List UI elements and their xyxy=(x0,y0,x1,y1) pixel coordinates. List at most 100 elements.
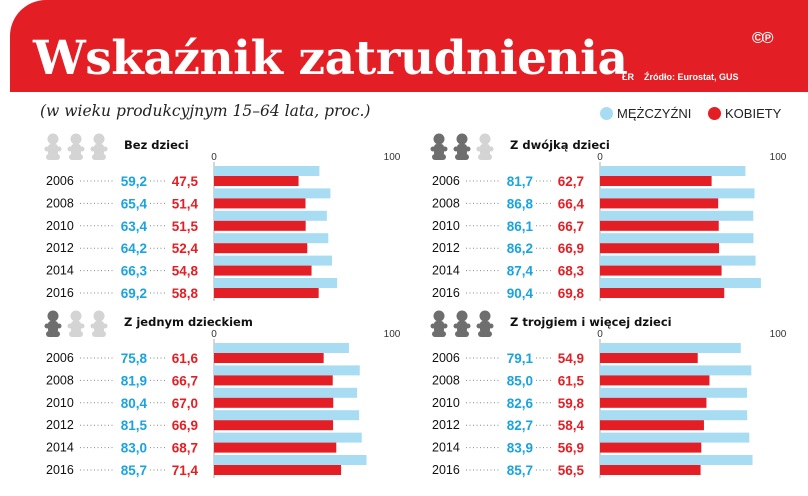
value-label-men: 86,1 xyxy=(507,219,534,234)
child-icon xyxy=(430,133,448,160)
source-line: ŁR Źródło: Eurostat, GUS xyxy=(622,72,739,82)
bar-men xyxy=(214,166,320,176)
tick-label: 100 xyxy=(770,329,787,340)
child-icon xyxy=(453,133,471,160)
child-icon xyxy=(67,310,85,337)
bar-women xyxy=(214,353,324,363)
year-label: 2014 xyxy=(46,264,74,278)
bar-women xyxy=(600,288,725,298)
value-label-men: 87,4 xyxy=(507,264,534,279)
copyright-logo-icon: ©℗ xyxy=(752,30,774,47)
year-label: 2016 xyxy=(432,463,460,477)
year-label: 2008 xyxy=(46,373,74,387)
year-label: 2016 xyxy=(46,463,74,477)
bar-women xyxy=(214,243,308,254)
value-label-men: 66,3 xyxy=(121,264,148,279)
value-label-women: 66,4 xyxy=(558,196,585,211)
value-label-women: 67,0 xyxy=(172,396,198,411)
value-label-women: 66,9 xyxy=(558,241,584,256)
value-label-men: 80,4 xyxy=(121,396,148,411)
year-label: 2014 xyxy=(46,441,74,455)
value-label-women: 54,8 xyxy=(172,264,199,279)
bar-men xyxy=(214,343,349,353)
bar-women xyxy=(600,176,712,186)
child-icon xyxy=(90,310,108,337)
year-label: 2016 xyxy=(46,286,74,300)
value-label-women: 68,3 xyxy=(558,264,585,279)
source-text: Źródło: Eurostat, GUS xyxy=(644,72,739,82)
value-label-women: 52,4 xyxy=(172,241,199,256)
value-label-men: 81,7 xyxy=(507,174,533,189)
bar-men xyxy=(214,188,331,199)
value-label-men: 86,8 xyxy=(507,196,534,211)
bar-women xyxy=(214,465,342,475)
bar-women xyxy=(214,375,333,386)
year-label: 2010 xyxy=(432,396,460,410)
value-label-men: 85,7 xyxy=(507,463,533,478)
value-label-men: 81,9 xyxy=(121,373,147,388)
value-label-women: 51,4 xyxy=(172,196,199,211)
bar-men xyxy=(600,166,746,176)
bar-women xyxy=(600,420,704,431)
year-label: 2016 xyxy=(432,286,460,300)
value-label-women: 68,7 xyxy=(172,441,198,456)
value-label-men: 59,2 xyxy=(121,174,147,189)
value-label-women: 66,7 xyxy=(172,373,198,388)
tick-label: 100 xyxy=(770,152,787,163)
legend-dot-men-icon xyxy=(600,107,613,120)
year-label: 2012 xyxy=(432,418,460,432)
bar-women xyxy=(214,220,306,231)
bar-men xyxy=(600,410,748,421)
value-label-men: 81,5 xyxy=(121,418,148,433)
value-label-women: 58,8 xyxy=(172,286,199,301)
bar-women xyxy=(600,375,710,386)
year-label: 2010 xyxy=(46,219,74,233)
child-icon xyxy=(476,133,494,160)
value-label-men: 90,4 xyxy=(507,286,534,301)
value-label-women: 51,5 xyxy=(172,219,199,234)
tick-label: 0 xyxy=(211,152,217,163)
bar-men xyxy=(214,233,329,244)
bar-women xyxy=(600,465,701,475)
legend-item-women: KOBIETY xyxy=(708,106,781,121)
bar-women xyxy=(600,353,698,363)
value-label-men: 83,9 xyxy=(507,441,533,456)
value-label-men: 82,6 xyxy=(507,396,534,411)
bar-women xyxy=(214,420,334,431)
bar-women xyxy=(214,265,312,276)
value-label-women: 62,7 xyxy=(558,174,584,189)
chart-title: Z dwójką dzieci xyxy=(510,138,610,152)
chart-title: Z jednym dzieckiem xyxy=(124,315,253,329)
bar-men xyxy=(600,210,754,221)
bar-women xyxy=(600,265,722,276)
child-icon xyxy=(90,133,108,160)
value-label-men: 85,0 xyxy=(507,373,533,388)
bar-men xyxy=(214,432,362,443)
value-label-men: 83,0 xyxy=(121,441,147,456)
year-label: 2006 xyxy=(432,174,460,188)
year-label: 2010 xyxy=(46,396,74,410)
child-icon xyxy=(476,310,494,337)
child-icon xyxy=(44,310,62,337)
legend-item-men: MĘŻCZYŹNI xyxy=(600,106,691,121)
legend-label-men: MĘŻCZYŹNI xyxy=(617,106,692,121)
value-label-men: 75,8 xyxy=(121,351,148,366)
value-label-men: 63,4 xyxy=(121,219,148,234)
bar-men xyxy=(600,233,754,244)
bar-men xyxy=(214,210,327,221)
tick-label: 0 xyxy=(211,329,217,340)
value-label-women: 71,4 xyxy=(172,463,199,478)
tick-label: 100 xyxy=(384,329,401,340)
bar-men xyxy=(214,410,360,421)
year-label: 2006 xyxy=(432,351,460,365)
bar-men xyxy=(600,343,741,353)
author-initials: ŁR xyxy=(622,72,634,82)
year-label: 2008 xyxy=(432,196,460,210)
year-label: 2006 xyxy=(46,174,74,188)
bar-men xyxy=(214,455,367,465)
legend-dot-women-icon xyxy=(708,107,721,120)
bar-men xyxy=(214,387,358,398)
value-label-men: 86,2 xyxy=(507,241,533,256)
child-icon xyxy=(44,133,62,160)
